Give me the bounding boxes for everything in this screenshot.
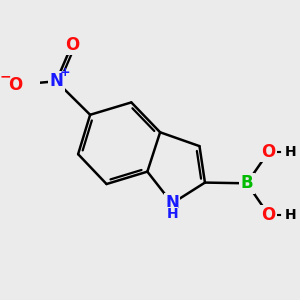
Text: H: H: [285, 145, 297, 159]
Text: B: B: [241, 174, 253, 192]
Text: O: O: [262, 142, 276, 160]
Text: O: O: [8, 76, 22, 94]
Text: −: −: [0, 70, 12, 84]
Text: +: +: [60, 66, 71, 79]
Text: O: O: [65, 36, 79, 54]
Text: H: H: [166, 208, 178, 221]
Text: O: O: [262, 206, 276, 224]
Text: H: H: [285, 208, 297, 222]
Text: N: N: [49, 72, 63, 90]
Text: N: N: [165, 194, 179, 212]
